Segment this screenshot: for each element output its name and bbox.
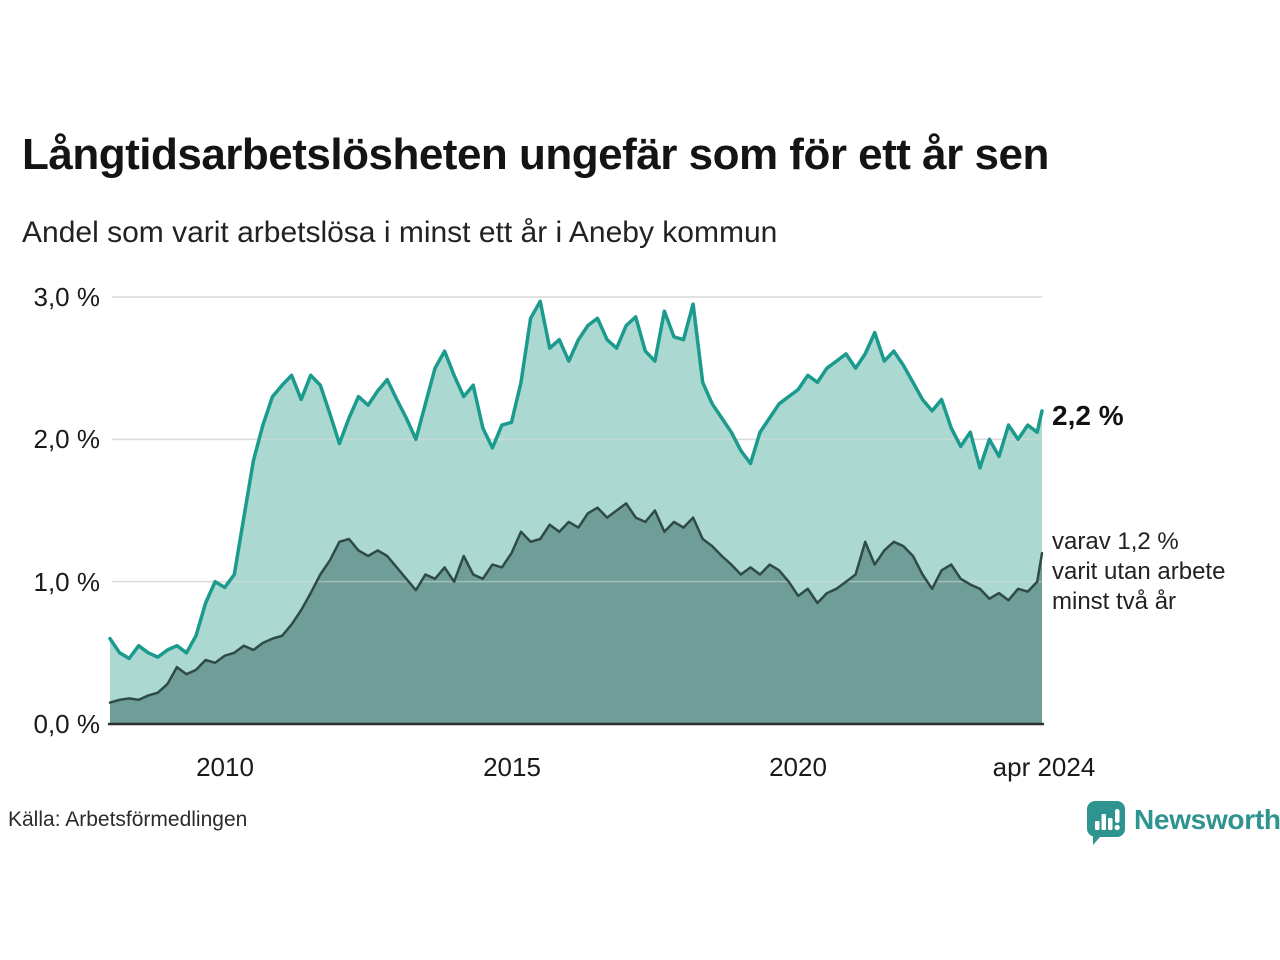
secondary-annotation-line-3: minst två år bbox=[1052, 588, 1177, 615]
newsworthy-wordmark: Newsworthy bbox=[1134, 804, 1280, 835]
x-axis-tick-2020: 2020 bbox=[769, 752, 827, 782]
y-axis-tick-2: 2,0 % bbox=[33, 424, 101, 454]
newsworthy-bubble-chart-icon bbox=[1086, 800, 1126, 851]
chart-subtitle: Andel som varit arbetslösa i minst ett å… bbox=[22, 216, 778, 249]
secondary-series-annotation: varav 1,2 % varit utan arbete minst två … bbox=[1052, 527, 1225, 617]
latest-value-label: 2,2 % bbox=[1052, 400, 1124, 431]
newsworthy-logo: Newsworthy bbox=[1086, 800, 1280, 851]
secondary-annotation-line-1: varav 1,2 % bbox=[1052, 528, 1179, 555]
source-credit: Källa: Arbetsförmedlingen bbox=[8, 808, 248, 831]
page-title: Långtidsarbetslösheten ungefär som för e… bbox=[22, 130, 1049, 179]
x-axis-tick-2015: 2015 bbox=[483, 752, 541, 782]
y-axis-tick-1: 1,0 % bbox=[33, 567, 101, 597]
y-axis-tick-0: 0,0 % bbox=[33, 709, 101, 739]
secondary-annotation-line-2: varit utan arbete bbox=[1052, 558, 1226, 585]
x-axis-tick-2010: 2010 bbox=[196, 752, 254, 782]
y-axis-tick-3: 3,0 % bbox=[33, 282, 101, 312]
x-axis-tick-apr-2024: apr 2024 bbox=[992, 752, 1096, 782]
